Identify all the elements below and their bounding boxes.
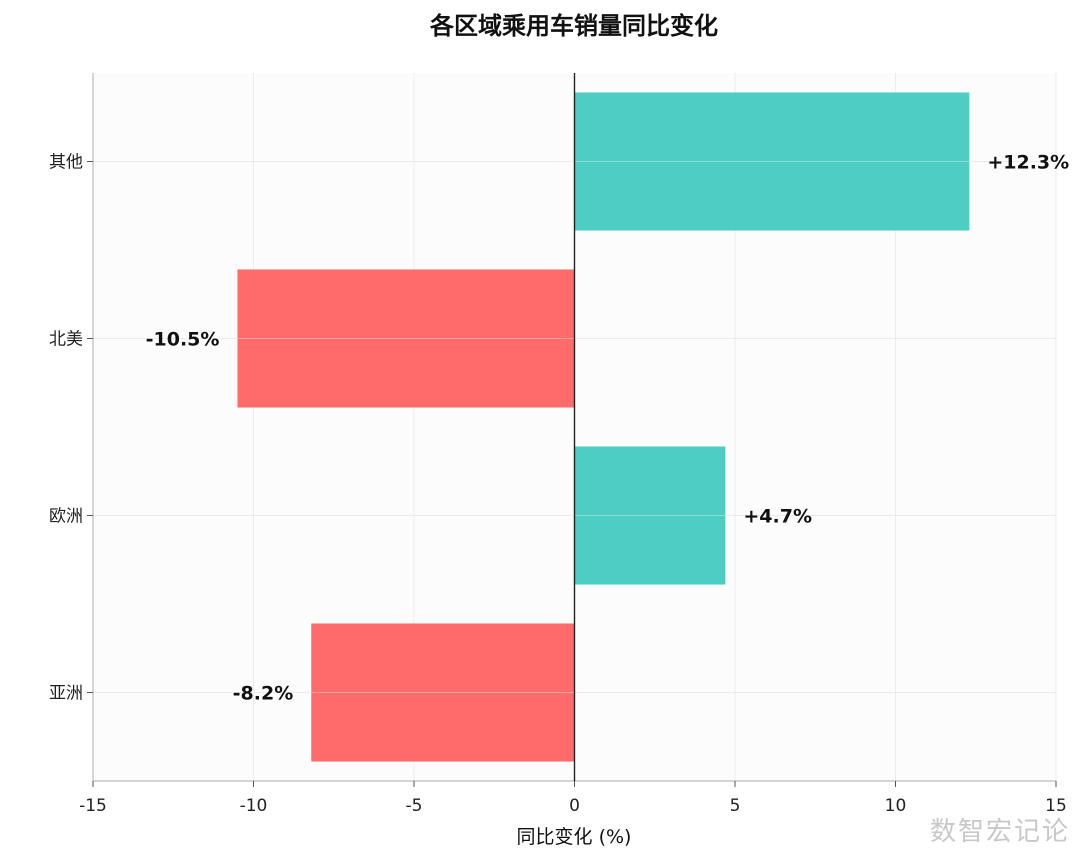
x-tick-label: 15: [1045, 796, 1067, 816]
x-tick-label: 0: [569, 796, 580, 816]
bar-2: [237, 269, 575, 408]
bar-3: [574, 92, 970, 231]
y-tick-label: 北美: [49, 330, 83, 350]
x-tick-label: -5: [406, 796, 423, 816]
data-label: +12.3%: [987, 152, 1069, 174]
x-axis-label: 同比变化 (%): [517, 826, 632, 848]
data-label: -8.2%: [233, 683, 294, 705]
chart-title: 各区域乘用车销量同比变化: [429, 12, 718, 40]
y-tick-label: 其他: [49, 153, 83, 173]
bar-0: [311, 623, 575, 762]
bar-1: [574, 446, 726, 585]
x-tick-label: 5: [730, 796, 741, 816]
axes: -15 -10 -5 0 5 10 15 亚洲 欧洲 北美 其他: [49, 73, 1067, 816]
data-label: +4.7%: [743, 506, 812, 528]
data-label: -10.5%: [146, 329, 220, 351]
data-labels: -8.2% +4.7% -10.5% +12.3%: [146, 152, 1070, 705]
y-tick-label: 欧洲: [49, 507, 83, 527]
y-tick-label: 亚洲: [49, 684, 83, 704]
x-tick-label: -10: [240, 796, 268, 816]
watermark: 数智宏记论: [929, 817, 1070, 847]
x-tick-label: -15: [79, 796, 107, 816]
bars: [237, 92, 970, 762]
x-tick-label: 10: [885, 796, 907, 816]
